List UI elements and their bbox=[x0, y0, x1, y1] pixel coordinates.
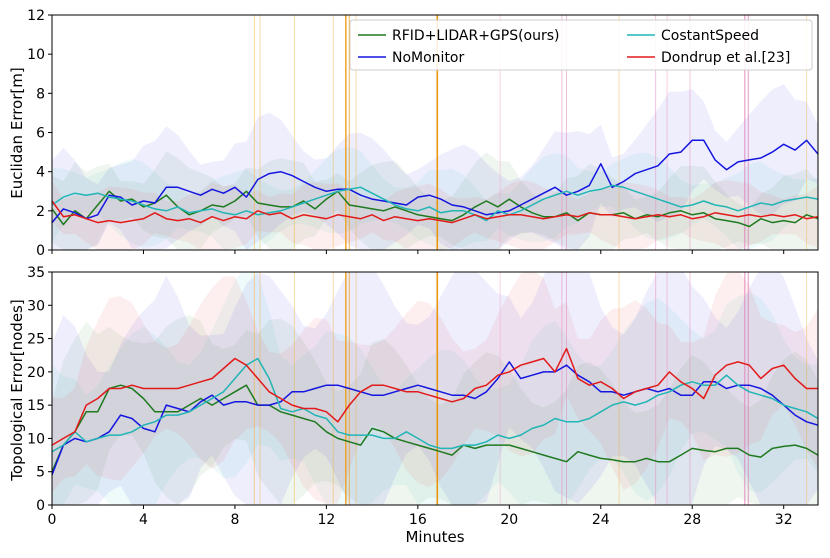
series-line bbox=[52, 384, 818, 472]
y-tick-label: 4 bbox=[36, 165, 45, 181]
confidence-band bbox=[52, 272, 818, 505]
legend-label-dondrup: Dondrup et al.[23] bbox=[661, 50, 790, 66]
x-axis-label: Minutes bbox=[405, 528, 464, 546]
top-y-axis-label: Euclidan Error[m] bbox=[8, 67, 26, 198]
top-panel-euclidean-error: 0 2 4 6 8 10 12 bbox=[27, 8, 819, 259]
x-tick-label: 20 bbox=[500, 512, 518, 528]
y-tick-label: 2 bbox=[36, 204, 45, 220]
x-tick-label: 12 bbox=[317, 512, 335, 528]
confidence-band bbox=[52, 84, 818, 250]
y-tick-label: 10 bbox=[27, 431, 45, 447]
series-line bbox=[52, 361, 818, 476]
x-tick-label: 4 bbox=[139, 512, 148, 528]
plot-area bbox=[52, 272, 818, 505]
x-tick-label: 32 bbox=[775, 512, 793, 528]
x-tick-label: 24 bbox=[592, 512, 610, 528]
confidence-band bbox=[52, 180, 818, 250]
legend: RFID+LIDAR+GPS(ours) NoMonitor CostantSp… bbox=[349, 19, 813, 71]
y-tick-label: 20 bbox=[27, 365, 45, 381]
bottom-y-axis-label: Topological Error[nodes] bbox=[8, 299, 26, 481]
bottom-panel-topological-error: 0 5 10 15 20 25 30 35 0 4 8 12 16 20 24 28 32 bbox=[27, 265, 819, 528]
confidence-band bbox=[52, 151, 818, 250]
axes-frame bbox=[51, 271, 819, 506]
x-tick-label: 16 bbox=[409, 512, 427, 528]
y-tick-label: 10 bbox=[27, 47, 45, 63]
x-tick-label: 8 bbox=[230, 512, 239, 528]
series-line bbox=[52, 200, 818, 224]
series-line bbox=[52, 347, 818, 446]
legend-label-nomonitor: NoMonitor bbox=[392, 50, 465, 66]
x-tick-label: 28 bbox=[683, 512, 701, 528]
y-tick-label: 35 bbox=[27, 265, 45, 281]
y-tick-label: 6 bbox=[36, 126, 45, 142]
y-tick-label: 0 bbox=[36, 243, 45, 259]
legend-label-constantspeed: CostantSpeed bbox=[661, 28, 759, 44]
y-tick-label: 25 bbox=[27, 332, 45, 348]
series-line bbox=[52, 139, 818, 224]
legend-box bbox=[349, 19, 813, 71]
y-tick-label: 12 bbox=[27, 8, 45, 24]
y-tick-label: 15 bbox=[27, 398, 45, 414]
y-tick-label: 8 bbox=[36, 86, 45, 102]
x-tick-label: 0 bbox=[48, 512, 57, 528]
confidence-band bbox=[52, 272, 818, 504]
confidence-band bbox=[52, 147, 818, 250]
confidence-band bbox=[52, 272, 818, 505]
legend-label-ours: RFID+LIDAR+GPS(ours) bbox=[392, 28, 560, 44]
plot-area bbox=[52, 15, 818, 250]
y-tick-label: 0 bbox=[36, 498, 45, 514]
series-line bbox=[52, 357, 818, 453]
y-tick-label: 5 bbox=[36, 465, 45, 481]
series-line bbox=[52, 184, 818, 222]
y-tick-label: 30 bbox=[27, 298, 45, 314]
